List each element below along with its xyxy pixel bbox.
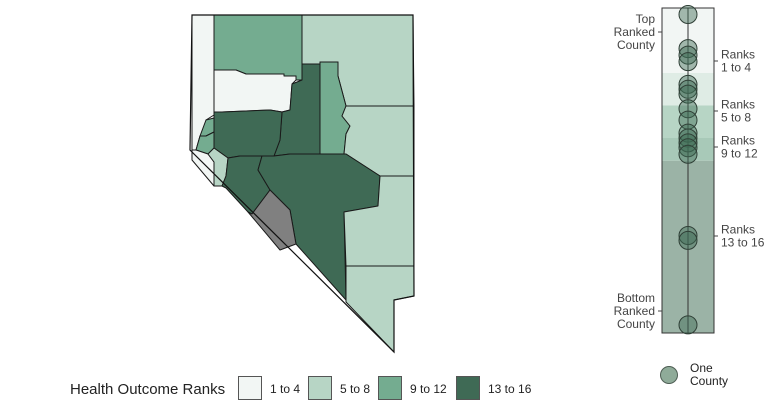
county-point [678, 138, 698, 158]
bottom-ranked-label: Bottom Ranked County [614, 291, 655, 331]
one-county-key: One County [658, 361, 775, 395]
county-point [678, 52, 698, 72]
county-clark [345, 265, 415, 353]
county-point [678, 123, 698, 143]
county-map [189, 14, 415, 354]
county-point [678, 230, 698, 250]
legend-swatch-9-12 [378, 376, 402, 400]
county-point [678, 133, 698, 153]
county-point-marker-icon [660, 366, 678, 384]
legend-swatch-13-16 [456, 376, 480, 400]
legend: Health Outcome Ranks 1 to 4 5 to 8 9 to … [70, 372, 590, 406]
county-point [678, 45, 698, 65]
axis-labels: Top Ranked County Bottom Ranked County Ranks 1 … [614, 12, 765, 331]
state-outline [189, 14, 415, 354]
county-point [678, 144, 698, 164]
county-point [678, 315, 698, 335]
county-point [678, 74, 698, 94]
county-point [678, 39, 698, 59]
county-point [678, 5, 698, 24]
band-label-1: Ranks 1 to 4 [721, 48, 755, 75]
county-shapes [189, 14, 415, 354]
legend-label-13-16: 13 to 16 [488, 382, 532, 396]
county-points [678, 5, 698, 335]
rank-strip-plot: Top Ranked County Bottom Ranked County Ranks 1 … [614, 5, 765, 335]
legend-label-1-4: 1 to 4 [270, 382, 301, 396]
county-point [678, 79, 698, 99]
legend-swatch-5-8 [308, 376, 332, 400]
legend-label-5-8: 5 to 8 [340, 382, 371, 396]
legend-label-9-12: 9 to 12 [410, 382, 447, 396]
county-point [678, 226, 698, 245]
county-pershing [213, 69, 297, 113]
band-label-3: Ranks 9 to 12 [721, 134, 758, 161]
legend-title: Health Outcome Ranks [70, 381, 226, 398]
top-ranked-label: Top Ranked County [614, 12, 656, 52]
one-county-label: One County [690, 361, 729, 388]
band-label-4: Ranks 13 to 16 [721, 223, 765, 250]
county-churchill [213, 109, 283, 159]
county-point [678, 84, 698, 104]
county-point [678, 128, 698, 148]
county-esmeralda [247, 189, 297, 251]
plot-frame [661, 7, 715, 334]
band-label-2: Ranks 5 to 8 [721, 98, 755, 125]
legend-swatch-1-4 [238, 376, 262, 400]
county-point [678, 99, 698, 119]
